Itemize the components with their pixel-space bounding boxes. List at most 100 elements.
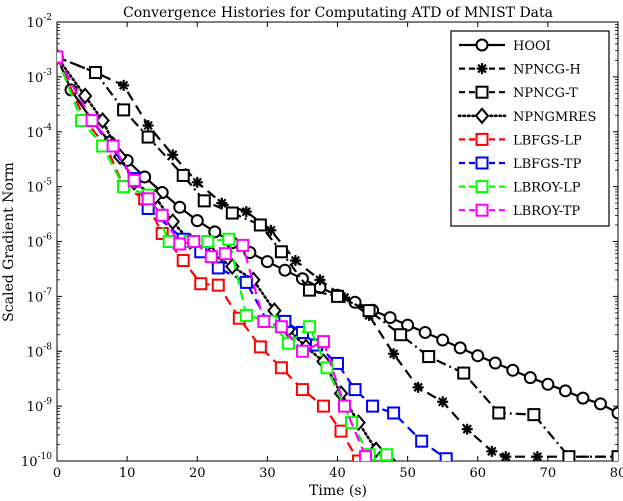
series-line-lbroy-lp (57, 56, 387, 456)
data-point-hooi (471, 349, 485, 363)
data-point-lbfgs-lp (316, 399, 330, 413)
data-point-lbroy-tp (127, 173, 141, 187)
data-point-lbroy-tp (106, 139, 120, 153)
asterisk-stroke (192, 177, 202, 187)
y-tick-label: 10-5 (27, 178, 53, 196)
x-tick-label: 10 (119, 466, 136, 481)
legend-label-lbfgs-lp: LBFGS-LP (513, 133, 582, 148)
data-point-lbfgs-tp (331, 356, 344, 370)
data-point-lbfgs-tp (439, 452, 453, 461)
legend-label-npncg-h: NPNCG-H (513, 63, 581, 78)
asterisk-stroke (118, 80, 129, 91)
plot-area: 0 10 20 30 40 50 60 70 80 10-10 10-9 10-8 10-7 10-6 10… (21, 13, 623, 481)
data-point-hooi (260, 255, 274, 269)
data-point-npncg-t (176, 168, 190, 182)
asterisk-stroke (532, 451, 543, 461)
data-point-npncg-h (167, 149, 179, 161)
data-point-lbfgs-tp (415, 434, 429, 448)
data-point-lbroy-tp (204, 250, 218, 264)
x-tick-label: 30 (259, 466, 276, 481)
data-point-npncg-h (142, 119, 154, 131)
data-point-npncg-t (457, 366, 471, 380)
data-point-npngmres (95, 112, 110, 130)
y-tick-label: 10-9 (27, 397, 53, 415)
data-point-lbroy-tp (173, 237, 187, 251)
data-point-hooi (576, 391, 590, 405)
chart-title: Convergence Histories for Computating AT… (123, 5, 553, 21)
data-point-lbfgs-tp (211, 261, 225, 275)
data-point-lbfgs-lp (334, 424, 348, 438)
x-tick-label: 70 (540, 466, 557, 481)
data-point-npncg-h (314, 274, 326, 286)
asterisk-stroke (388, 349, 399, 359)
data-point-npncg-t (117, 103, 131, 117)
legend-entry-lbroy-tp: LBROY-TP (459, 203, 580, 219)
data-point-lbfgs-lp (253, 340, 267, 354)
data-point-hooi (278, 263, 292, 277)
data-point-hooi (295, 272, 309, 286)
legend-box (450, 30, 610, 227)
x-tick-label: 60 (469, 466, 486, 481)
legend-entry-npngmres: NPNGMRES (457, 107, 596, 125)
data-point-lbroy-tp (257, 314, 271, 328)
data-point-hooi (436, 333, 450, 347)
y-tick-label: 10-4 (27, 123, 53, 141)
legend-marker-lbfgs-lp (475, 132, 489, 146)
data-point-lbfgs-lp (274, 361, 288, 375)
data-point-npncg-t (89, 66, 103, 80)
y-tick-label: 10-6 (27, 233, 53, 251)
data-point-npncg-t (492, 406, 506, 420)
data-point-npncg-t (422, 350, 436, 364)
legend-entry-npncg-h: NPNCG-H (459, 63, 581, 78)
data-point-lbfgs-tp (348, 383, 362, 397)
asterisk-stroke (438, 397, 448, 407)
data-point-lbroy-tp (274, 320, 288, 334)
data-point-npncg-t (362, 304, 376, 318)
y-axis-label: Scaled Gradient Norm (1, 162, 17, 322)
asterisk-stroke (477, 63, 487, 74)
data-point-lbroy-tp (155, 208, 169, 222)
data-point-npncg-h (240, 206, 252, 218)
data-point-npncg-t (141, 130, 155, 144)
data-point-hooi (190, 214, 204, 228)
legend-label-lbroy-tp: LBROY-TP (513, 204, 580, 219)
data-point-hooi (173, 200, 187, 214)
data-point-npncg-h (531, 451, 543, 461)
legend-entry-hooi: HOOI (459, 38, 551, 54)
data-point-hooi (541, 377, 555, 391)
y-tick-label: 10-10 (21, 452, 52, 470)
data-point-npncg-t (253, 218, 267, 232)
data-point-lbroy-lp (201, 235, 215, 248)
legend-label-lbroy-lp: LBROY-LP (513, 181, 581, 196)
data-point-npncg-h (289, 255, 301, 267)
data-point-lbfgs-lp (352, 454, 366, 461)
data-point-npncg-t (611, 450, 618, 461)
data-point-lbroy-lp (302, 320, 316, 334)
data-point-npncg-t (394, 328, 408, 342)
legend: HOOI NPNCG-H NPNCG-T NPNGMRES LBFGS-LP LBFGS-… (450, 30, 610, 227)
data-point-lbroy-tp (295, 344, 309, 358)
data-point-lbroy-tp (187, 235, 201, 248)
y-tick-label: 10-8 (27, 342, 53, 360)
asterisk-stroke (501, 451, 511, 461)
legend-label-hooi: HOOI (513, 39, 551, 54)
data-point-lbroy-lp (117, 180, 131, 194)
data-point-lbroy-tp (236, 238, 250, 252)
data-point-lbfgs-lp (176, 254, 190, 268)
data-point-npncg-h (461, 423, 473, 435)
data-point-hooi (208, 225, 222, 239)
data-point-lbroy-tp (359, 450, 373, 461)
legend-marker-lbroy-tp (475, 203, 489, 217)
data-point-hooi (506, 363, 520, 377)
data-point-npncg-h (118, 79, 130, 91)
asterisk-stroke (413, 382, 423, 393)
data-point-lbroy-lp (380, 448, 394, 461)
data-point-hooi (611, 406, 618, 420)
data-point-npncg-h (500, 451, 512, 461)
data-point-npncg-t (527, 408, 541, 422)
data-point-lbfgs-lp (295, 383, 309, 397)
data-point-npncg-h (486, 445, 498, 457)
data-point-npncg-t (197, 194, 211, 208)
data-point-hooi (593, 397, 607, 411)
asterisk-stroke (487, 446, 497, 457)
